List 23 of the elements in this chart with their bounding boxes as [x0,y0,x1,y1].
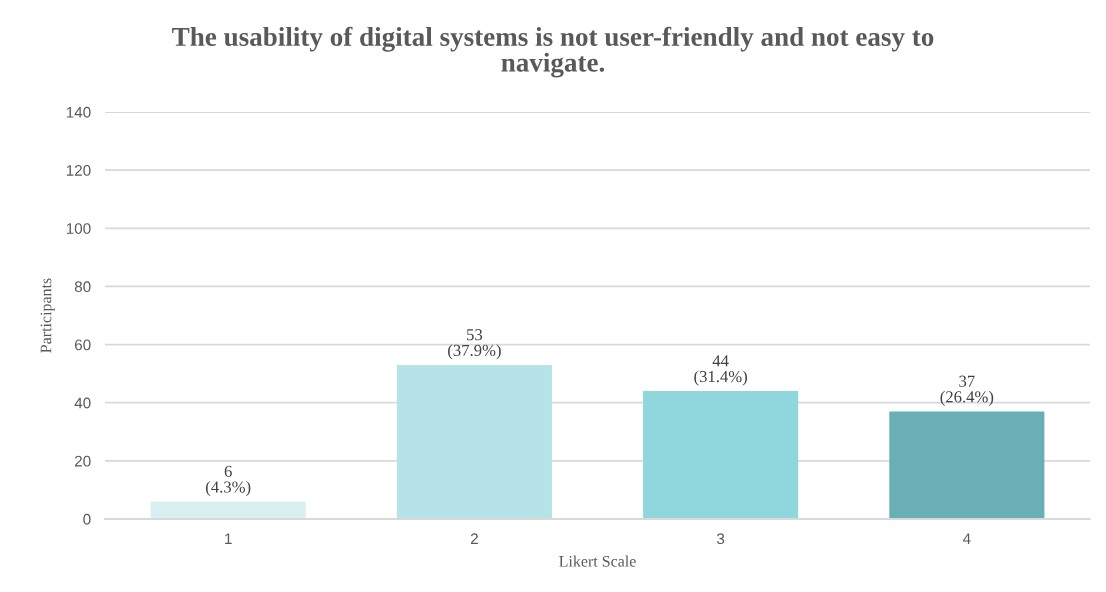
bar [150,501,306,520]
data-label: 37 (26.4%) [940,375,994,406]
y-tick-label: 0 [83,513,91,525]
x-axis-title: Likert Scale [559,555,636,567]
x-tick-label: 1 [225,533,232,544]
y-tick-label: 120 [66,165,91,176]
y-tick-label: 100 [66,223,91,234]
y-tick-label: 20 [74,455,91,467]
y-tick-label: 80 [74,281,91,293]
y-tick-label: 140 [66,106,91,118]
data-label: 44 (31.4%) [694,355,747,386]
y-tick-label: 60 [74,339,91,351]
chart-title: The usability of digital systems is not user-friendly and not easy to navigate. [172,26,934,78]
y-axis-title: Participants [40,278,55,353]
bar [889,411,1045,520]
bar [396,364,552,520]
data-label: 6 (4.3%) [206,465,251,497]
y-tick-label: 40 [74,397,91,409]
data-label: 53 (37.9%) [448,329,501,360]
x-tick-label: 2 [470,533,478,544]
x-tick-label: 4 [962,533,971,544]
bar [643,391,799,520]
x-tick-label: 3 [716,533,725,545]
